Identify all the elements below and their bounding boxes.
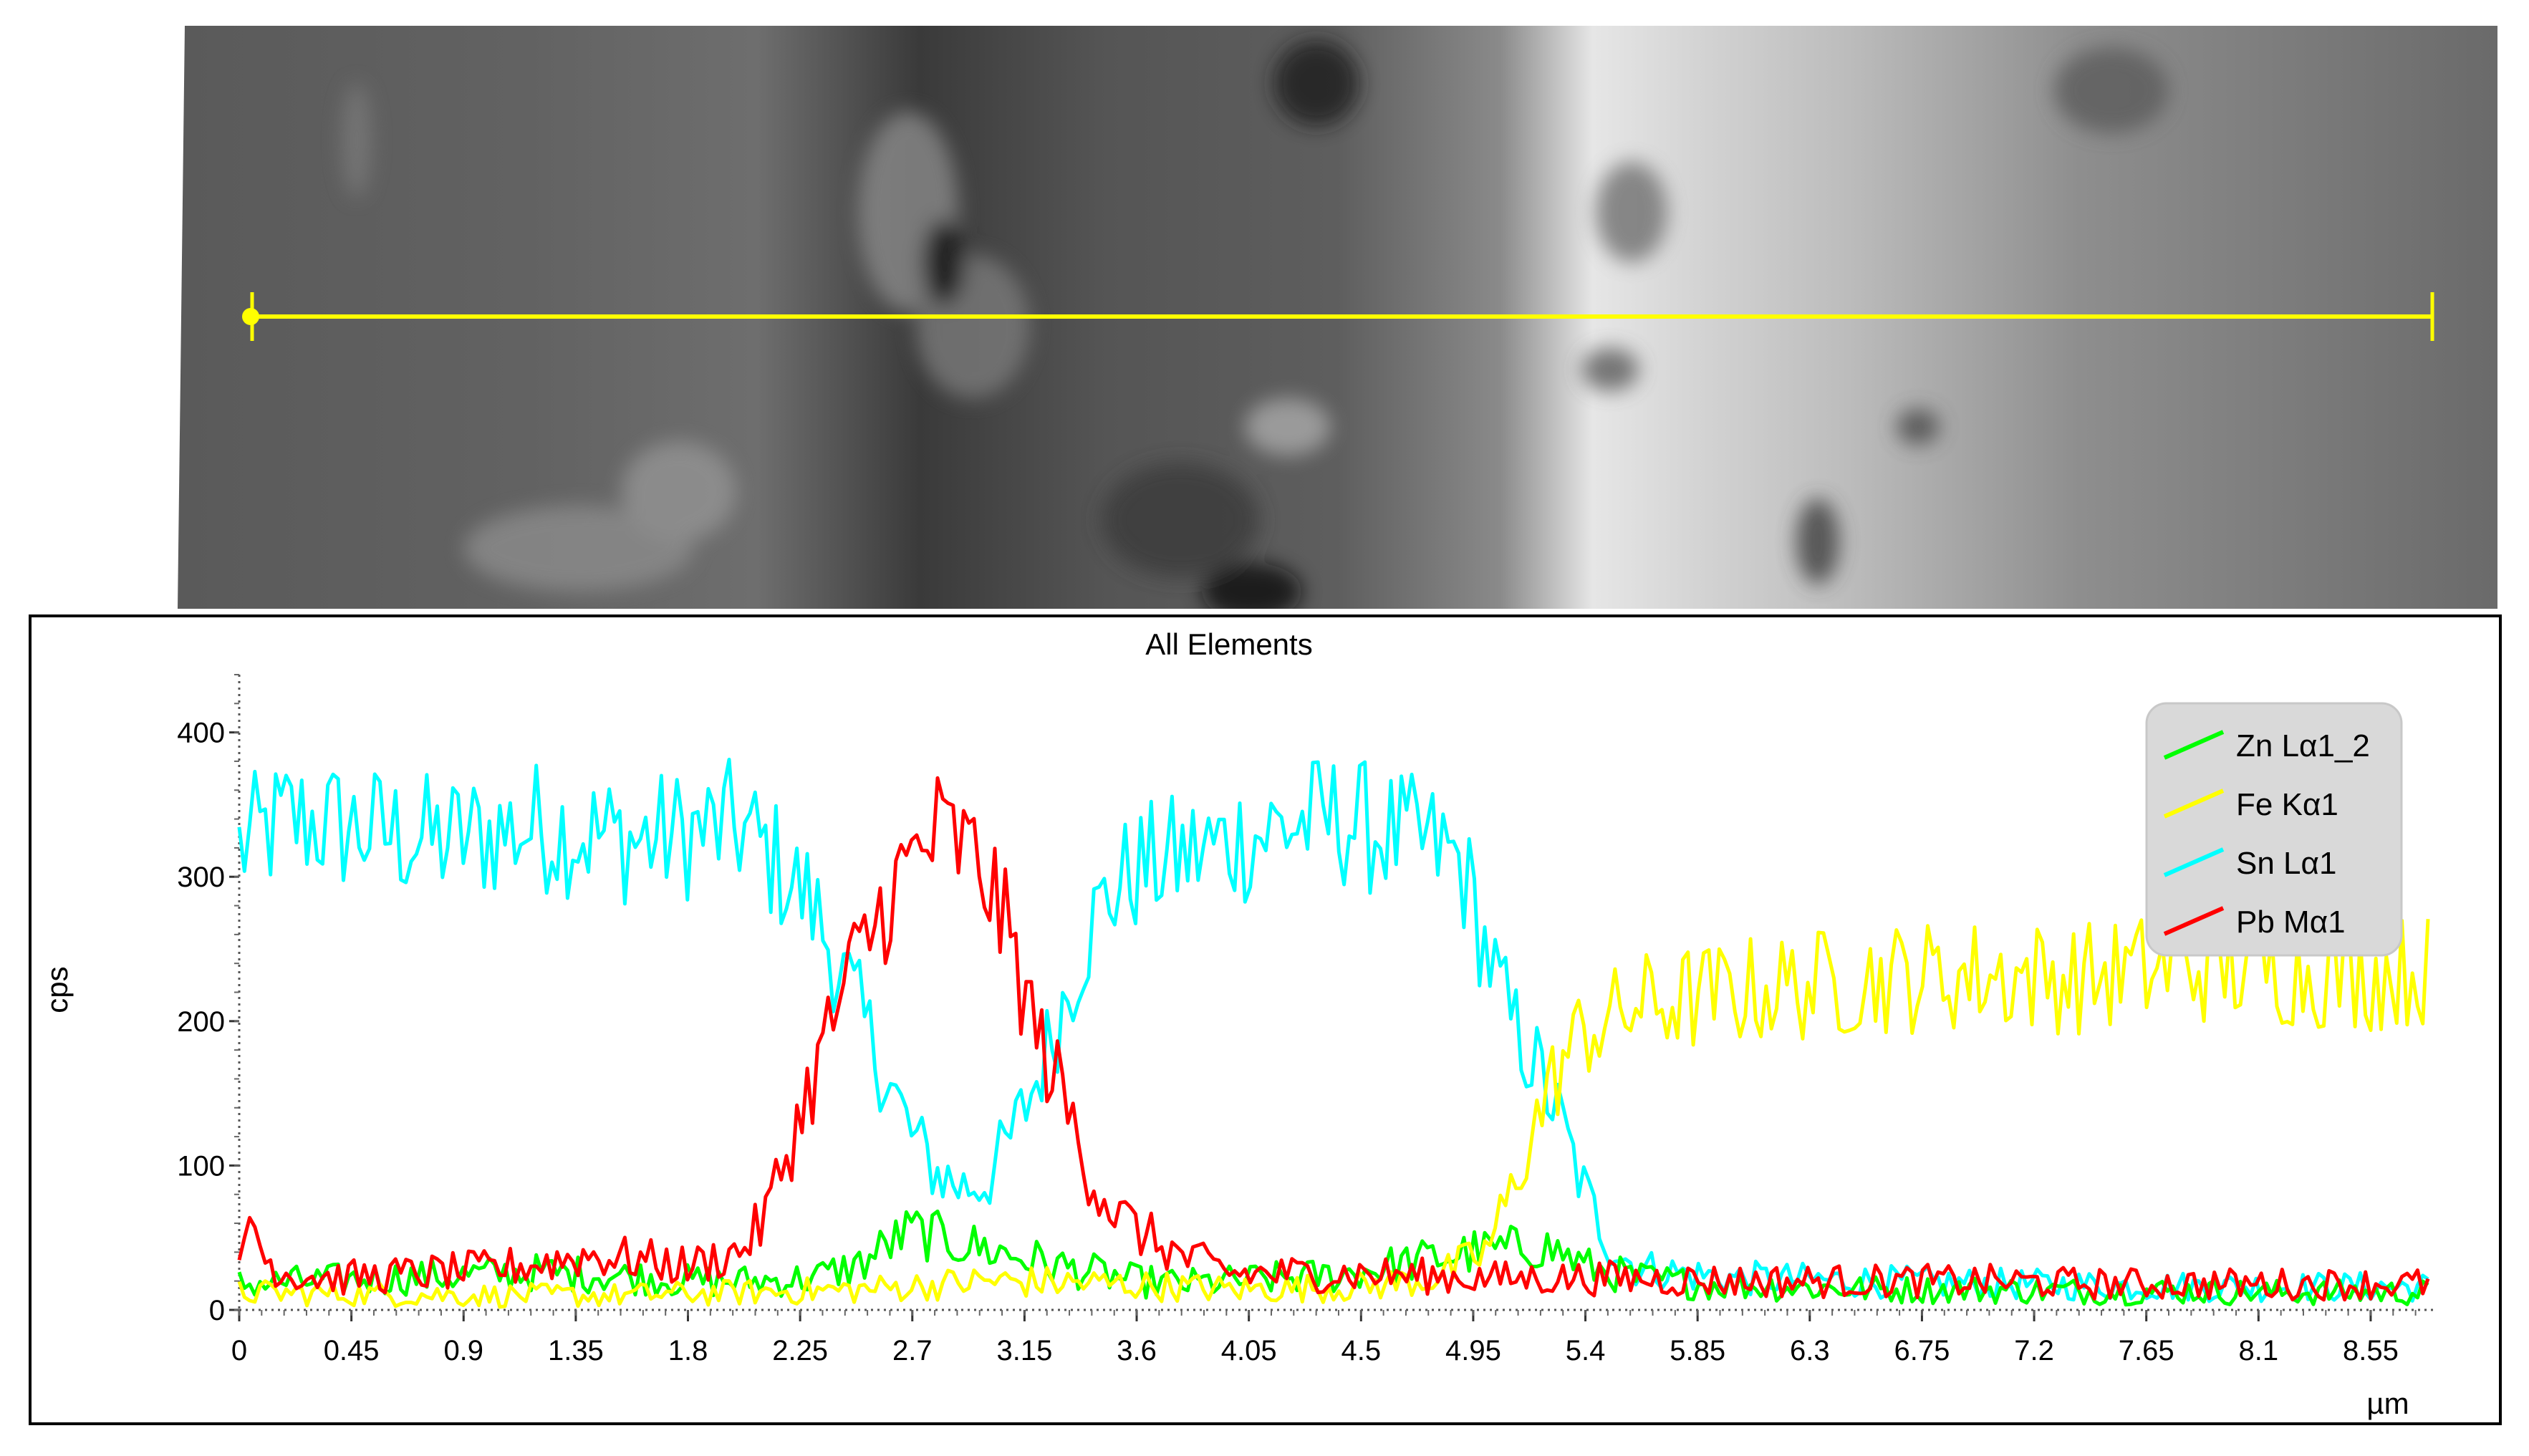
y-axis-label: cps (40, 966, 74, 1013)
series-line-pb (237, 776, 2430, 1302)
x-tick-label: 7.2 (2014, 1335, 2054, 1366)
x-tick-label: 1.35 (548, 1335, 604, 1366)
series-line-zn (237, 1209, 2429, 1307)
x-tick-label: 6.3 (1790, 1335, 1830, 1366)
y-tick-label: 300 (177, 862, 225, 893)
y-tick-label: 100 (177, 1150, 225, 1182)
x-axis-label: µm (2366, 1387, 2409, 1420)
x-tick-label: 8.55 (2343, 1335, 2399, 1366)
x-tick-label: 4.5 (1341, 1335, 1381, 1366)
x-tick-label: 0 (231, 1335, 247, 1366)
legend-swatch (2163, 906, 2225, 936)
x-tick-label: 8.1 (2239, 1335, 2279, 1366)
chart-title: All Elements (1145, 627, 1312, 661)
x-tick-label: 1.8 (668, 1335, 708, 1366)
series-layer (237, 758, 2430, 1309)
scan-line (242, 292, 2434, 341)
x-tick-label: 6.75 (1894, 1335, 1950, 1366)
legend-label: Zn Lα1_2 (2236, 728, 2370, 763)
y-tick-label: 200 (177, 1006, 225, 1038)
legend-label: Sn Lα1 (2236, 846, 2336, 881)
y-tick-label: 400 (177, 718, 225, 749)
x-tick-label: 4.05 (1221, 1335, 1277, 1366)
series-line-sn (237, 758, 2429, 1303)
series-line-fe (237, 917, 2430, 1309)
x-tick-label: 2.25 (772, 1335, 828, 1366)
x-tick-label: 3.15 (996, 1335, 1052, 1366)
legend-swatch (2163, 789, 2225, 819)
axes: 0 100 200 300 400 0 0.45 0.9 1.35 1.8 2.25 2.7 3.15 3… (177, 674, 2435, 1366)
x-tick-label: 0.9 (443, 1335, 483, 1366)
x-tick-label: 4.95 (1445, 1335, 1501, 1366)
x-tick-label: 5.4 (1566, 1335, 1606, 1366)
x-tick-label: 2.7 (892, 1335, 933, 1366)
y-tick-label: 0 (209, 1295, 225, 1326)
x-tick-label: 3.6 (1117, 1335, 1157, 1366)
x-tick-label: 7.65 (2119, 1335, 2174, 1366)
sem-micrograph (178, 26, 2497, 609)
x-tick-label: 0.45 (324, 1335, 380, 1366)
line-profile-chart: All Elements cps µm 0 100 200 300 400 0 0.45 0.… (29, 614, 2502, 1425)
legend-label: Pb Mα1 (2236, 905, 2346, 940)
legend-swatch (2163, 847, 2225, 877)
legend: Zn Lα1_2 Fe Kα1 Sn Lα1 Pb Mα1 (2145, 702, 2403, 957)
legend-swatch (2163, 730, 2225, 760)
x-tick-label: 5.85 (1670, 1335, 1725, 1366)
legend-label: Fe Kα1 (2236, 787, 2338, 822)
